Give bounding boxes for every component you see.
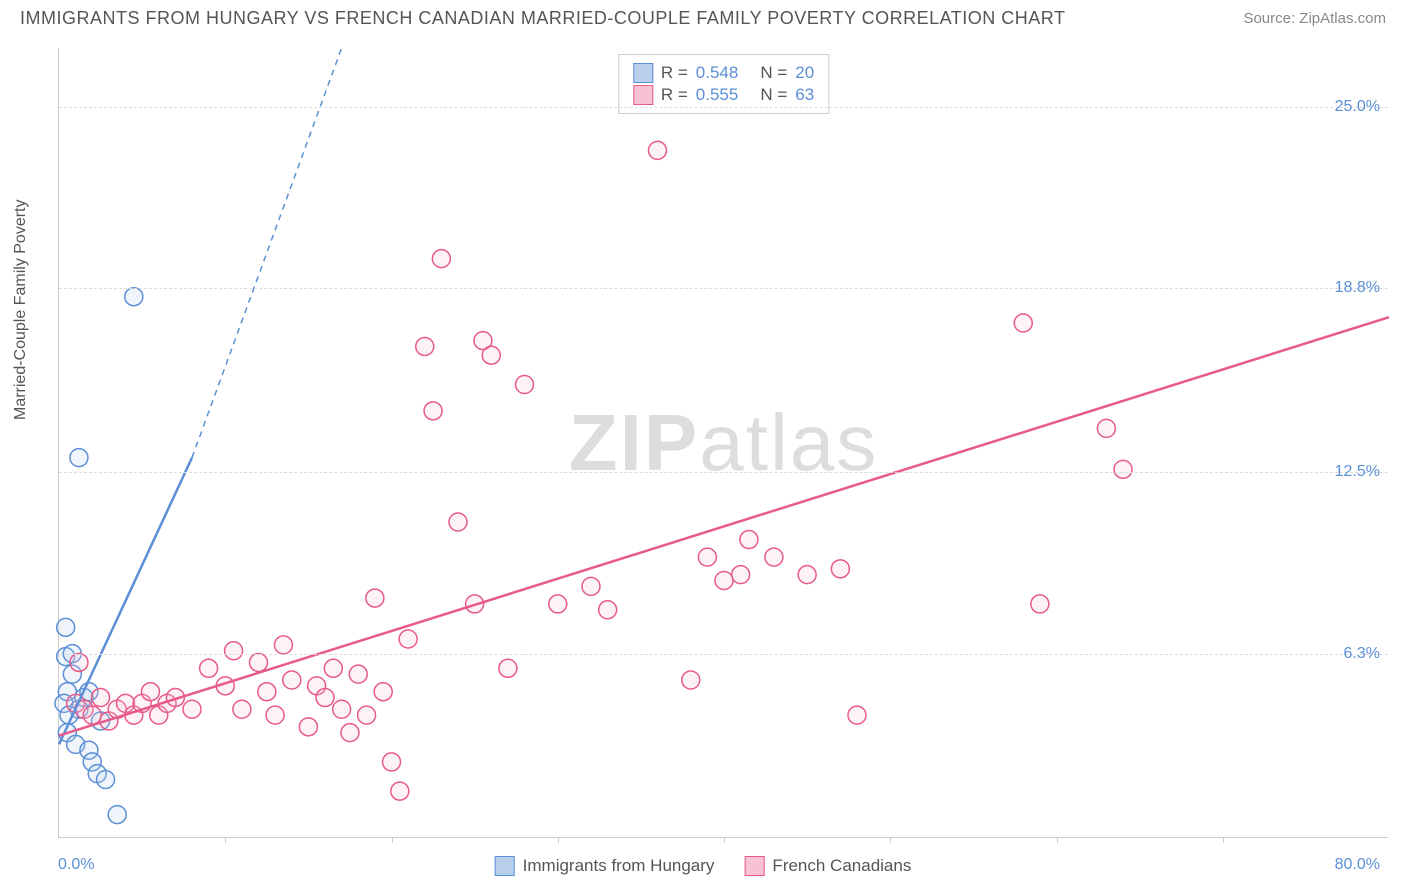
x-tick	[1223, 837, 1224, 843]
data-point	[732, 566, 750, 584]
gridline	[59, 288, 1388, 289]
legend-item: French Canadians	[744, 856, 911, 876]
data-point	[349, 665, 367, 683]
x-tick	[225, 837, 226, 843]
data-point	[70, 653, 88, 671]
data-point	[383, 753, 401, 771]
data-point	[200, 659, 218, 677]
data-point	[582, 577, 600, 595]
chart-title: IMMIGRANTS FROM HUNGARY VS FRENCH CANADI…	[20, 8, 1065, 29]
data-point	[1097, 419, 1115, 437]
data-point	[57, 618, 75, 636]
legend-swatch	[633, 85, 653, 105]
data-point	[599, 601, 617, 619]
data-point	[83, 706, 101, 724]
legend-row: R = 0.555 N = 63	[633, 85, 814, 105]
chart-header: IMMIGRANTS FROM HUNGARY VS FRENCH CANADI…	[0, 0, 1406, 33]
gridline	[59, 472, 1388, 473]
legend-swatch	[744, 856, 764, 876]
data-point	[432, 250, 450, 268]
data-point	[141, 683, 159, 701]
data-point	[183, 700, 201, 718]
data-point	[283, 671, 301, 689]
legend-r-value: 0.548	[696, 63, 739, 83]
data-point	[516, 375, 534, 393]
y-axis-label: Married-Couple Family Poverty	[12, 199, 30, 420]
data-point	[698, 548, 716, 566]
legend-n-label: N =	[760, 63, 787, 83]
legend-swatch	[495, 856, 515, 876]
series-legend: Immigrants from Hungary French Canadians	[495, 856, 912, 876]
trend-line-extrapolated	[192, 48, 342, 458]
data-point	[366, 589, 384, 607]
x-tick	[392, 837, 393, 843]
data-point	[108, 806, 126, 824]
data-point	[341, 724, 359, 742]
data-point	[225, 642, 243, 660]
legend-r-label: R =	[661, 85, 688, 105]
data-point	[1031, 595, 1049, 613]
data-point	[424, 402, 442, 420]
legend-swatch	[633, 63, 653, 83]
data-point	[399, 630, 417, 648]
data-point	[416, 337, 434, 355]
data-point	[765, 548, 783, 566]
x-max-label: 80.0%	[1335, 856, 1380, 874]
data-point	[449, 513, 467, 531]
data-point	[97, 770, 115, 788]
data-point	[274, 636, 292, 654]
chart-source: Source: ZipAtlas.com	[1243, 10, 1386, 27]
legend-row: R = 0.548 N = 20	[633, 63, 814, 83]
x-tick	[1057, 837, 1058, 843]
data-point	[715, 572, 733, 590]
data-point	[233, 700, 251, 718]
legend-n-label: N =	[760, 85, 787, 105]
data-point	[798, 566, 816, 584]
data-point	[258, 683, 276, 701]
data-point	[125, 288, 143, 306]
data-point	[333, 700, 351, 718]
data-point	[316, 689, 334, 707]
y-tick-label: 18.8%	[1335, 279, 1380, 297]
y-tick-label: 25.0%	[1335, 98, 1380, 116]
x-min-label: 0.0%	[58, 856, 94, 874]
y-tick-label: 6.3%	[1344, 645, 1380, 663]
data-point	[482, 346, 500, 364]
data-point	[324, 659, 342, 677]
legend-r-value: 0.555	[696, 85, 739, 105]
gridline	[59, 654, 1388, 655]
data-point	[1014, 314, 1032, 332]
x-tick	[890, 837, 891, 843]
data-point	[374, 683, 392, 701]
legend-n-value: 63	[795, 85, 814, 105]
legend-label: Immigrants from Hungary	[523, 856, 715, 876]
data-point	[1114, 460, 1132, 478]
data-point	[649, 141, 667, 159]
trend-line	[59, 317, 1389, 735]
data-point	[266, 706, 284, 724]
chart-plot-area: ZIPatlas R = 0.548N = 20R = 0.555N = 63 …	[58, 48, 1388, 838]
data-point	[831, 560, 849, 578]
data-point	[549, 595, 567, 613]
data-point	[92, 689, 110, 707]
data-point	[299, 718, 317, 736]
legend-item: Immigrants from Hungary	[495, 856, 715, 876]
scatter-svg	[59, 48, 1388, 837]
correlation-legend: R = 0.548 N = 20 R = 0.555 N = 63	[618, 54, 829, 114]
data-point	[391, 782, 409, 800]
legend-r-label: R =	[661, 63, 688, 83]
data-point	[499, 659, 517, 677]
data-point	[848, 706, 866, 724]
legend-n-value: 20	[795, 63, 814, 83]
data-point	[250, 653, 268, 671]
gridline	[59, 107, 1388, 108]
x-tick	[558, 837, 559, 843]
data-point	[740, 531, 758, 549]
data-point	[682, 671, 700, 689]
data-point	[70, 449, 88, 467]
y-tick-label: 12.5%	[1335, 463, 1380, 481]
data-point	[358, 706, 376, 724]
x-tick	[724, 837, 725, 843]
legend-label: French Canadians	[772, 856, 911, 876]
